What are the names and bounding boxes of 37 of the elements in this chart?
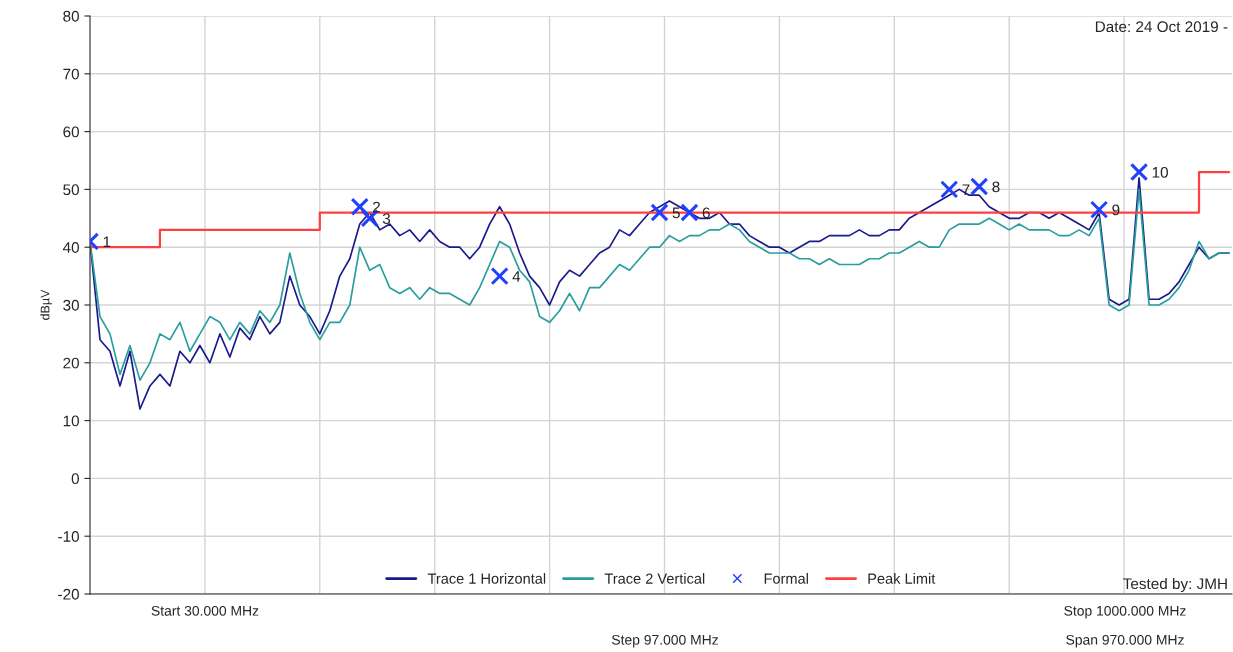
annotation: 10 [1152, 166, 1168, 178]
y-tick-label: 40 [62, 242, 79, 253]
annotation: Date: 24 Oct 2019 - [1095, 21, 1228, 33]
y-axis-title: dBµV [40, 289, 52, 320]
legend-label: Trace 2 Vertical [604, 573, 705, 584]
annotation: Tested by: JMH [1123, 577, 1227, 593]
legend-label: Trace 1 Horizontal [427, 573, 546, 584]
point [350, 197, 369, 216]
y-tick-label: 0 [71, 473, 79, 485]
legend-label: Peak Limit [868, 573, 936, 584]
annotation: 1 [103, 236, 111, 247]
y-tick-label: 70 [63, 68, 79, 80]
y-tick-label: 30 [63, 299, 79, 311]
text: Stop 1000.000 MHz [1064, 605, 1186, 619]
y-tick-label: 60 [63, 126, 79, 138]
y-tick-label: -20 [58, 588, 79, 600]
point [680, 203, 699, 222]
text: Step 97.000 MHz [611, 634, 718, 648]
point [970, 177, 989, 196]
point [940, 180, 959, 199]
text: Span 970.000 MHz [1066, 634, 1184, 648]
annotation: 8 [992, 181, 1000, 193]
y-tick-label: -10 [58, 531, 79, 542]
point [1129, 162, 1149, 182]
y-tick-label: 80 [63, 10, 79, 22]
point [490, 266, 509, 286]
annotation: 4 [512, 271, 521, 282]
y-tick-label: 10 [63, 415, 79, 427]
y-tick-label: 20 [63, 357, 79, 369]
annotation: 2 [373, 201, 380, 213]
point [1089, 200, 1109, 219]
point [650, 203, 669, 222]
legend-label: Formal [764, 573, 808, 584]
y-tick-label: 50 [63, 184, 79, 196]
annotation: 3 [382, 213, 391, 225]
annotation: 7 [962, 184, 970, 195]
text: Start 30.000 MHz [151, 605, 259, 616]
